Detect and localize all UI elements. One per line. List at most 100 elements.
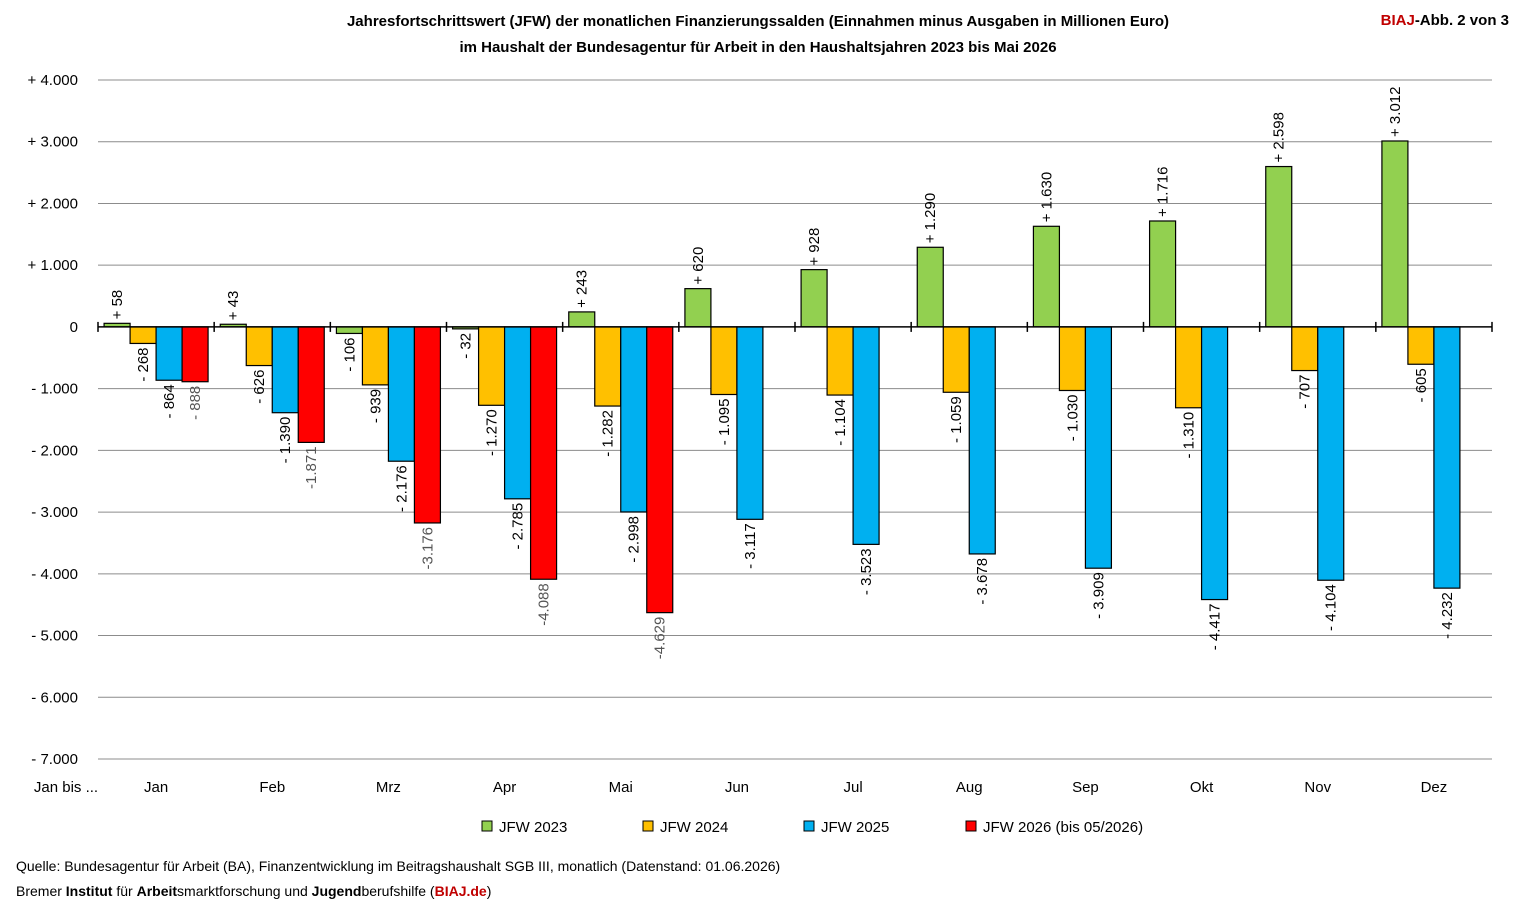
bar-jfw-2026-bis-05-2026--mai [646,326,674,614]
x-tick-label: Mai [609,779,633,796]
bar-jfw-2026-bis-05-2026--feb [297,326,325,444]
bar-jfw-2024-jun [710,326,738,396]
x-axis-prefix: Jan bis ... [34,779,98,796]
bar-jfw-2025-nov [1317,326,1345,581]
zero-axis [97,321,1493,332]
data-label: + 1.290 [922,193,939,243]
organisation-part: Jugend [311,883,362,899]
y-tick-label: - 4.000 [31,566,78,583]
bar-jfw-2025-mrz [387,326,416,462]
bar-jfw-2023-okt [1148,220,1177,328]
data-label: - 2.176 [393,465,410,512]
bar-chart: Jahresfortschrittswert (JFW) der monatli… [28,13,1493,836]
data-label: + 1.630 [1038,172,1055,222]
organisation-part: BIAJ.de [434,883,487,899]
bar-jfw-2026-bis-05-2026--apr [529,326,558,580]
bar-jfw-2024-mrz [361,326,390,386]
data-label: + 3.012 [1387,87,1404,137]
data-label: - 1.095 [716,399,733,446]
bar-jfw-2023-dez [1381,140,1409,328]
data-label: - 1.030 [1064,394,1081,441]
y-tick-label: + 2.000 [28,195,78,212]
bar-jfw-2025-mai [620,326,648,513]
y-tick-label: + 3.000 [28,134,78,151]
x-tick-label: Mrz [376,779,401,796]
data-label: - 2.998 [626,516,643,563]
x-tick-label: Sep [1072,779,1099,796]
bar-jfw-2024-apr [477,326,506,406]
bar-jfw-2025-okt [1200,326,1229,601]
bar-jfw-2024-dez [1407,326,1435,365]
bar-jfw-2024-feb [245,326,273,367]
bar-jfw-2025-apr [503,326,532,500]
data-label: - 4.104 [1323,584,1340,631]
organisation-part: berufshilfe ( [361,883,435,899]
bar-jfw-2024-okt [1174,326,1203,409]
data-label: - 3.909 [1090,572,1107,619]
data-label: + 620 [690,247,707,285]
y-tick-label: - 1.000 [31,381,78,398]
data-label: - 626 [251,370,268,404]
data-label: + 1.716 [1155,167,1172,217]
data-label: -3.176 [419,527,436,570]
x-tick-label: Aug [956,779,983,796]
bar-jfw-2025-sep [1084,326,1113,569]
bar-jfw-2025-feb [271,326,299,414]
data-label: - 4.417 [1207,604,1224,651]
bar-jfw-2024-sep [1058,326,1087,392]
data-label: - 106 [341,337,358,371]
x-tick-label: Apr [493,779,516,796]
bar-jfw-2023-mrz [335,326,364,335]
organisation-part: smarktforschung und [177,883,312,899]
data-label: + 2.598 [1271,112,1288,162]
badge-suffix: -Abb. 2 von 3 [1414,12,1509,29]
bar-jfw-2024-jul [826,326,854,396]
data-label: - 3.523 [858,548,875,595]
x-tick-label: Feb [259,779,285,796]
data-label: - 605 [1413,368,1430,402]
data-label: - 1.282 [600,410,617,457]
data-label: - 1.104 [832,399,849,446]
data-label: -1.871 [303,446,320,489]
bar-jfw-2023-aug [916,246,944,328]
data-label: - 707 [1297,375,1314,409]
y-tick-label: - 2.000 [31,442,78,459]
bar-jfw-2026-bis-05-2026--mrz [413,326,442,524]
bar-jfw-2023-jul [800,269,828,328]
gridlines [98,79,1492,760]
bar-jfw-2023-jun [684,288,712,328]
bar-jfw-2024-mai [594,326,622,407]
data-label: - 2.785 [510,503,527,550]
data-labels: + 58 + 43 - 106 - 32 + 243 + 620 + 928 + 1.290 +… [109,87,1456,660]
legend-label: JFW 2026 (bis 05/2026) [983,819,1143,836]
data-label: - 4.232 [1439,592,1456,639]
y-tick-label: + 1.000 [28,257,78,274]
y-tick-label: 0 [70,319,78,336]
bar-jfw-2024-jan [129,326,157,345]
y-axis: + 4.000 + 3.000 + 2.000 + 1.000 0 - 1.000 - 2.… [28,72,78,768]
y-tick-label: + 4.000 [28,72,78,89]
x-axis: Jan bis ... Jan Feb Mrz Apr Mai Jun Jul Aug Sep O… [34,779,1447,796]
source-note: Quelle: Bundesagentur für Arbeit (BA), F… [16,858,781,874]
data-label: - 3.678 [974,558,991,605]
legend-swatch [803,820,815,832]
legend-swatch [481,820,493,832]
data-label: + 928 [806,228,823,266]
x-tick-label: Okt [1190,779,1214,796]
x-tick-label: Jan [144,779,168,796]
organisation-part: Bremer [16,883,66,899]
badge-brand: BIAJ [1380,12,1415,29]
chart-title-line1: Jahresfortschrittswert (JFW) der monatli… [347,13,1169,30]
bar-jfw-2023-sep [1032,225,1061,328]
bar-jfw-2025-dez [1433,326,1461,589]
data-label: - 939 [367,389,384,423]
organisation-part: für [112,883,137,899]
organisation-line: Bremer Institut für Arbeitsmarktforschun… [16,883,491,899]
x-tick-label: Jul [843,779,862,796]
bar-jfw-2023-mai [568,311,596,328]
legend-label: JFW 2025 [821,819,889,836]
data-label: - 864 [161,384,178,418]
data-label: + 43 [225,291,242,321]
y-tick-label: - 6.000 [31,689,78,706]
x-tick-label: Dez [1421,779,1448,796]
